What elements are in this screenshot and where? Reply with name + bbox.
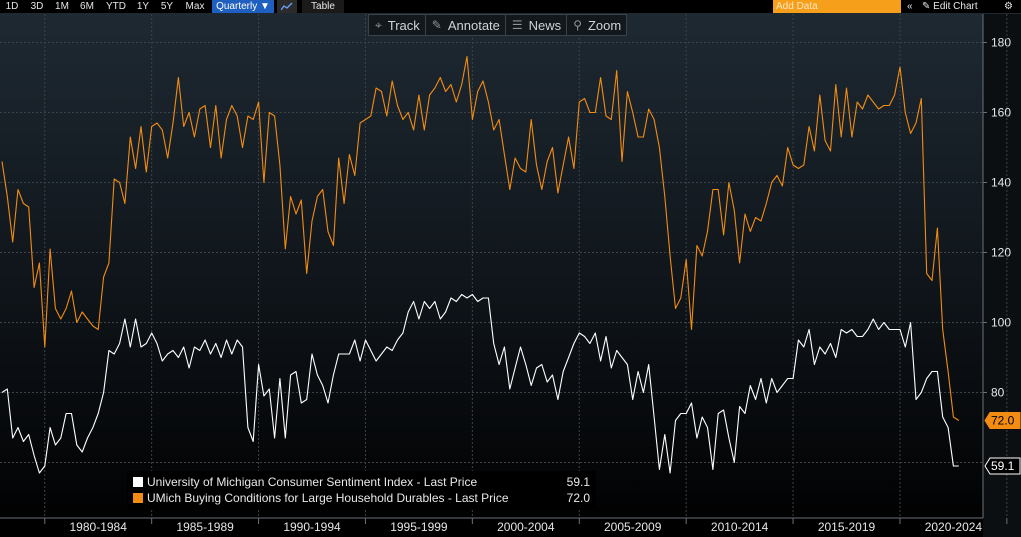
x-tick-label: 1980-1984	[70, 520, 128, 534]
range-button-5y[interactable]: 5Y	[160, 1, 174, 12]
y-tick-label: 140	[991, 176, 1011, 190]
plot-toolbar: ⌖ Track ✎ Annotate ☰ News ⚲ Zoom	[368, 14, 628, 36]
x-tick-label: 1990-1994	[283, 520, 341, 534]
legend-value: 59.1	[566, 475, 590, 489]
range-button-6m[interactable]: 6M	[80, 1, 94, 12]
x-tick-label: 1995-1999	[390, 520, 448, 534]
y-tick-label: 80	[991, 386, 1005, 400]
add-data-input[interactable]	[773, 0, 901, 13]
zoom-label: Zoom	[587, 17, 622, 33]
frequency-dropdown[interactable]: Quarterly ▼	[212, 0, 274, 13]
y-tick-label: 160	[991, 106, 1011, 120]
collapse-icon[interactable]: «	[907, 1, 913, 12]
annotate-label: Annotate	[447, 17, 500, 33]
range-button-max[interactable]: Max	[185, 1, 205, 12]
x-tick-label: 2010-2014	[711, 520, 769, 534]
y-tick-label: 120	[991, 246, 1011, 260]
last-value-marker	[984, 412, 1021, 429]
legend-swatch-white	[133, 477, 143, 487]
table-button[interactable]: Table	[302, 0, 344, 13]
top-toolbar: 1D 3D 1M 6M YTD 1Y 5Y Max Quarterly ▼ Ta…	[0, 0, 1021, 13]
range-button-3d[interactable]: 3D	[30, 1, 44, 12]
pencil-icon: ✎	[431, 18, 442, 32]
news-icon: ☰	[511, 18, 523, 32]
sentiment-series-line[interactable]	[1, 293, 959, 474]
zoom-button[interactable]: ⚲ Zoom	[567, 15, 626, 35]
settings-icon[interactable]: ⚙	[1004, 1, 1013, 12]
x-tick-label: 1985-1989	[176, 520, 234, 534]
y-axis-panel	[983, 14, 1021, 537]
last-value-label: 72.0	[991, 414, 1015, 428]
legend-swatch-orange	[133, 493, 143, 503]
track-label: Track	[387, 17, 420, 33]
edit-chart-button[interactable]: ✎ Edit Chart	[922, 1, 978, 12]
legend-item-sentiment[interactable]: University of Michigan Consumer Sentimen…	[133, 474, 477, 490]
durables-series-line[interactable]	[1, 55, 960, 421]
x-tick-label: 2000-2004	[497, 520, 555, 534]
range-button-ytd[interactable]: YTD	[106, 1, 126, 12]
range-button-1m[interactable]: 1M	[55, 1, 69, 12]
legend-label: University of Michigan Consumer Sentimen…	[147, 475, 478, 489]
legend-value: 72.0	[566, 491, 590, 505]
chart-legend: University of Michigan Consumer Sentimen…	[127, 471, 596, 510]
x-tick-label: 2005-2009	[604, 520, 662, 534]
crosshair-icon: ⌖	[375, 17, 382, 32]
magnifier-icon: ⚲	[573, 18, 582, 32]
x-tick-label: 2015-2019	[818, 520, 876, 534]
news-button[interactable]: ☰ News	[506, 15, 568, 35]
line-chart-icon[interactable]	[277, 0, 297, 13]
y-tick-label: 100	[991, 316, 1011, 330]
track-button[interactable]: ⌖ Track	[369, 15, 426, 35]
news-label: News	[528, 17, 562, 33]
range-button-1d[interactable]: 1D	[5, 1, 19, 12]
legend-item-durables[interactable]: UMich Buying Conditions for Large Househ…	[133, 490, 509, 506]
x-axis-panel	[0, 518, 983, 537]
annotate-button[interactable]: ✎ Annotate	[426, 15, 506, 35]
last-value-label: 59.1	[991, 459, 1015, 473]
y-tick-label: 180	[991, 36, 1011, 50]
x-tick-label: 2020-2024	[925, 520, 983, 534]
range-button-1y[interactable]: 1Y	[136, 1, 150, 12]
last-value-marker	[984, 457, 1021, 475]
legend-label: UMich Buying Conditions for Large Househ…	[147, 491, 509, 505]
